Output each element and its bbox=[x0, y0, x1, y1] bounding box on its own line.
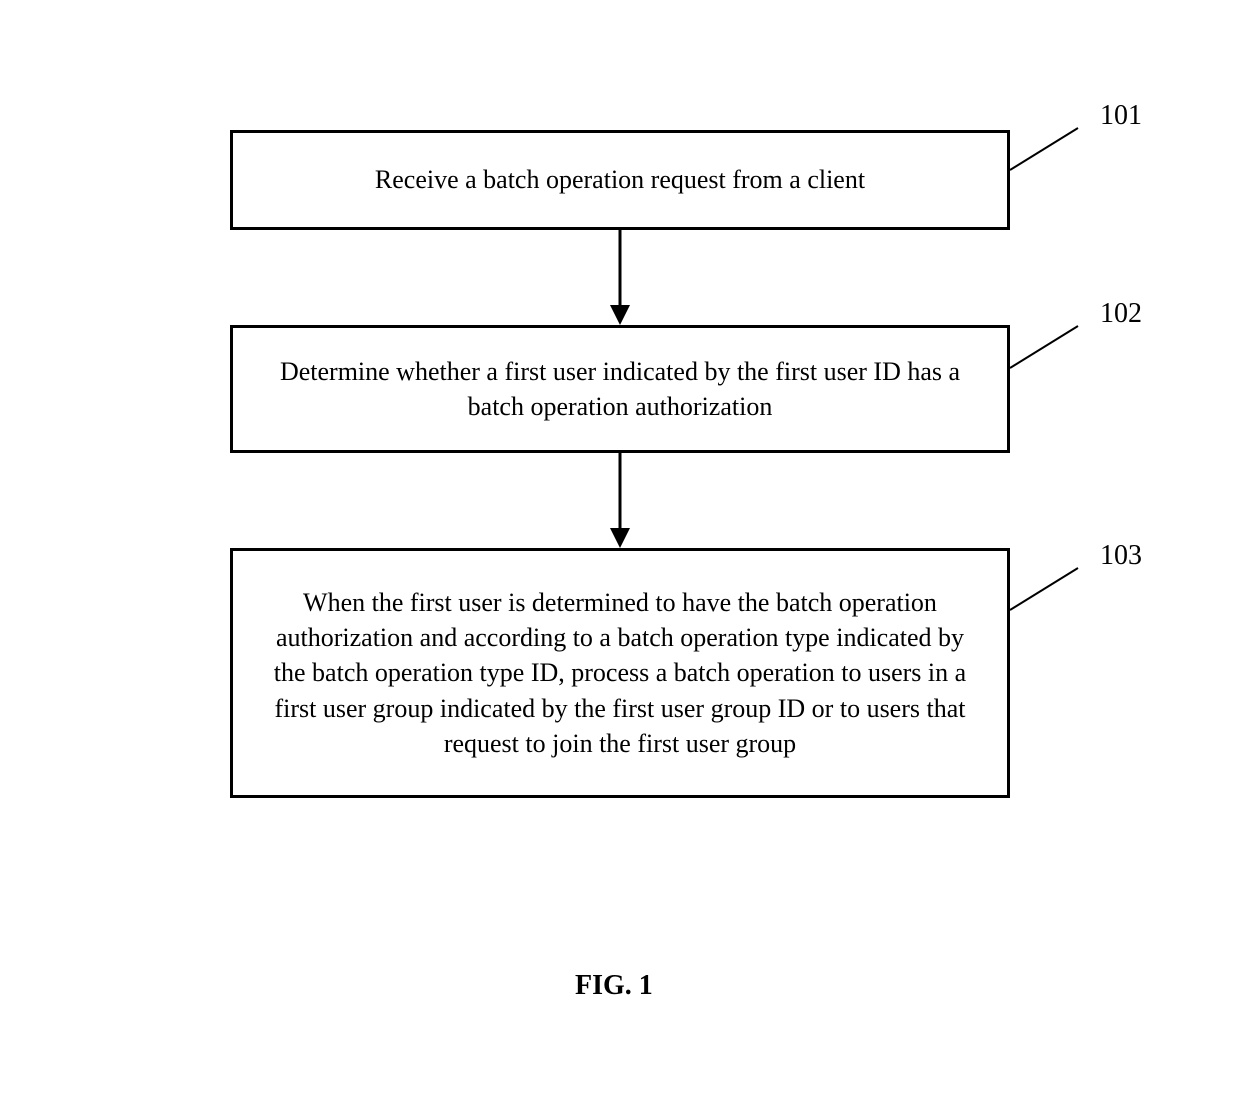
arrow-2 bbox=[230, 453, 1010, 548]
step-label-1: 101 bbox=[1100, 100, 1142, 132]
step-label-2: 102 bbox=[1100, 298, 1142, 330]
leader-line-3 bbox=[1008, 560, 1088, 620]
step-3-text: When the first user is determined to hav… bbox=[263, 585, 977, 760]
flowchart: Receive a batch operation request from a… bbox=[230, 130, 1010, 798]
flowchart-step-1: Receive a batch operation request from a… bbox=[230, 130, 1010, 230]
leader-line-1 bbox=[1008, 120, 1088, 180]
leader-line-2 bbox=[1008, 318, 1088, 378]
figure-caption: FIG. 1 bbox=[575, 970, 653, 1002]
step-label-3: 103 bbox=[1100, 540, 1142, 572]
step-1-text: Receive a batch operation request from a… bbox=[375, 162, 865, 197]
flowchart-step-2: Determine whether a first user indicated… bbox=[230, 325, 1010, 453]
flowchart-step-3: When the first user is determined to hav… bbox=[230, 548, 1010, 798]
arrow-1 bbox=[230, 230, 1010, 325]
step-2-text: Determine whether a first user indicated… bbox=[263, 354, 977, 424]
